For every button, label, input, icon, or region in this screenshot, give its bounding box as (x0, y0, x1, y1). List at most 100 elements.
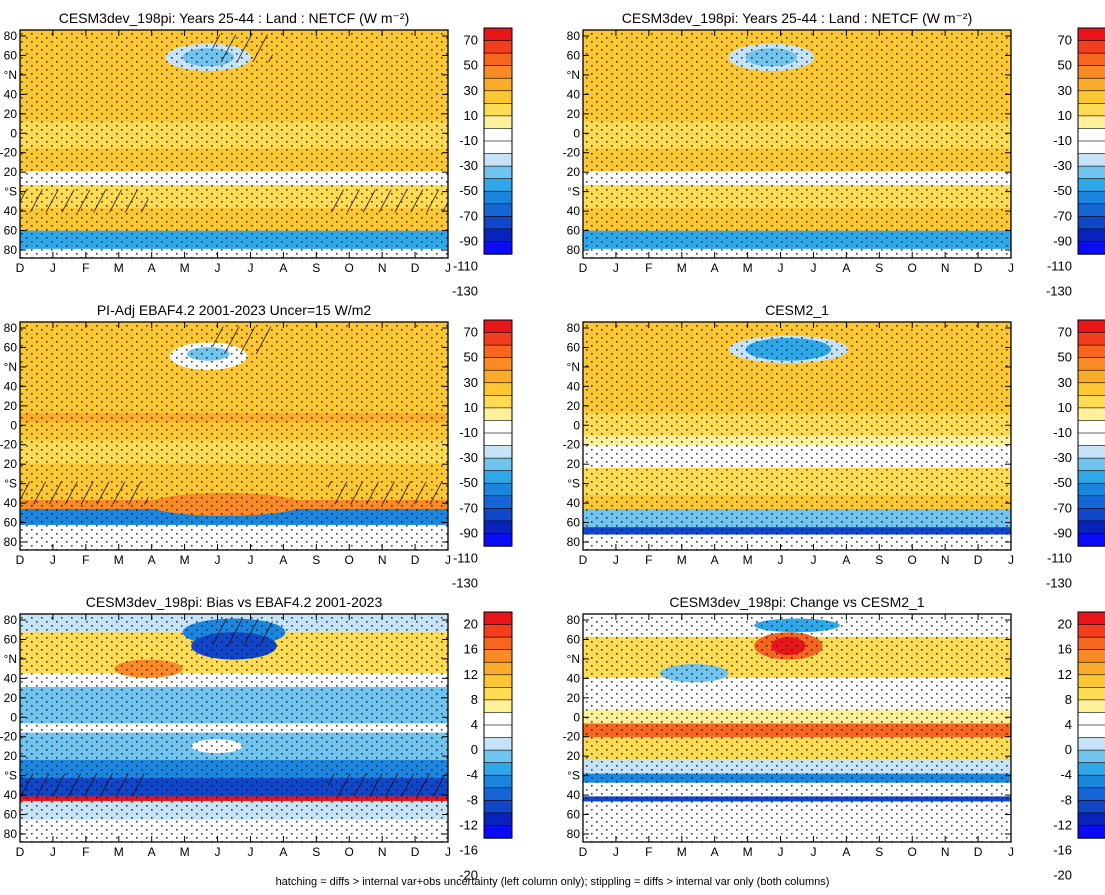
colorbar-label: 50 (464, 58, 478, 73)
x-tick-label: O (345, 845, 354, 859)
colorbar-swatch (1077, 687, 1105, 701)
y-tick-label: 60 (567, 48, 581, 62)
panel-title: CESM3dev_198pi: Change vs CESM2_1 (669, 594, 924, 610)
stippling-overlay (583, 30, 1011, 258)
colorbar-swatch (1077, 636, 1105, 651)
x-tick-label: A (842, 845, 850, 859)
colorbar-label: -70 (459, 500, 478, 515)
colorbar-frame (1077, 319, 1105, 547)
stippling-overlay (20, 30, 448, 258)
y-tick-label: 0 (573, 126, 580, 140)
colorbar-swatch (1077, 52, 1105, 67)
colorbar-swatch (483, 787, 513, 802)
colorbar-label: -50 (1053, 475, 1072, 490)
colorbar-swatch (483, 420, 513, 434)
colorbar-swatch (1077, 395, 1105, 409)
y-tick-label: 20 (567, 165, 581, 179)
map-panel-6: CESM3dev_198pi: Change vs CESM2_1 D J F M A M J… (563, 594, 1105, 883)
colorbar-swatch (483, 687, 513, 701)
colorbar-label: -16 (1053, 843, 1072, 858)
y-tick-label: 80 (4, 827, 18, 841)
y-tick-label: °N (567, 652, 580, 666)
colorbar-swatch (483, 457, 513, 472)
colorbar-swatch (483, 445, 513, 459)
x-tick-label: S (875, 261, 883, 275)
hatching-overlay (328, 481, 448, 505)
x-tick-label: M (677, 553, 687, 567)
colorbar-label: -10 (459, 133, 478, 148)
colorbar-swatch (1077, 611, 1105, 626)
x-tick-label: N (378, 553, 387, 567)
plot-frame (19, 29, 449, 259)
colorbar-label: -110 (1047, 259, 1072, 274)
y-tick-label: 80 (567, 29, 581, 43)
colorbar-swatch (1077, 812, 1105, 827)
colorbar-swatch (483, 90, 513, 105)
colorbar-frame (1077, 27, 1105, 255)
x-tick-label: A (711, 845, 719, 859)
colorbar: 70 50 30 10 -10 -30 -50 -70 -90 -110 -130 (1046, 319, 1105, 591)
y-tick-label: 80 (567, 321, 581, 335)
y-tick-label: -20 (563, 146, 581, 160)
colorbar-label: 8 (1065, 692, 1072, 707)
x-tick-label: M (677, 261, 687, 275)
colorbar-swatch (483, 508, 513, 522)
x-tick-label: D (411, 553, 420, 567)
y-tick-label: 60 (4, 808, 18, 822)
x-tick-label: D (411, 261, 420, 275)
colorbar-frame (483, 611, 513, 839)
colorbar-swatch (1077, 457, 1105, 472)
colorbar-swatch (483, 228, 513, 243)
y-tick-label: 80 (4, 29, 18, 43)
stippling-overlay (20, 322, 448, 550)
x-tick-label: F (82, 553, 89, 567)
colorbar-swatch (1077, 661, 1105, 676)
colorbar-swatch (483, 203, 513, 218)
x-tick-label: D (579, 261, 588, 275)
y-tick-label: 20 (567, 399, 581, 413)
map-panel-4: CESM2_1 D J F M A M J J A S O N D J 80 60 °N 40 20 0 -20 20 °S 4… (563, 302, 1105, 591)
colorbar-swatch (483, 520, 513, 535)
colorbar-swatch (1077, 699, 1105, 714)
hatching-overlay (212, 618, 273, 646)
x-tick-label: F (645, 261, 652, 275)
y-tick-label: 60 (567, 340, 581, 354)
colorbar-swatch (1077, 533, 1105, 547)
x-tick-label: M (180, 845, 190, 859)
y-tick-label: 40 (567, 788, 581, 802)
colorbar-swatch (1077, 445, 1105, 459)
colorbar-swatch (1077, 749, 1105, 764)
x-tick-label: J (1008, 845, 1014, 859)
y-tick-label: 0 (573, 710, 580, 724)
colorbar-label: -130 (1046, 576, 1072, 591)
x-tick-label: J (445, 553, 451, 567)
colorbar-swatch (483, 674, 513, 689)
colorbar-swatch (483, 27, 513, 42)
y-tick-label: 20 (567, 749, 581, 763)
colorbar-label: -130 (452, 284, 478, 299)
colorbar-swatch (1077, 140, 1105, 155)
colorbar-swatch (483, 52, 513, 67)
colorbar-label: -12 (1053, 817, 1072, 832)
y-tick-label: 40 (567, 379, 581, 393)
stippling-overlay (583, 322, 1011, 550)
colorbar-swatch (483, 165, 513, 180)
x-tick-label: J (50, 845, 56, 859)
x-tick-label: S (312, 553, 320, 567)
colorbar-label: -30 (1053, 450, 1072, 465)
colorbar-swatch (1077, 407, 1105, 422)
colorbar-label: 10 (464, 400, 478, 415)
colorbar-swatch (1077, 190, 1105, 205)
y-tick-label: 40 (4, 87, 18, 101)
panel-title: PI-Adj EBAF4.2 2001-2023 Uncer=15 W/m2 (97, 302, 372, 318)
colorbar-frame (483, 319, 513, 547)
colorbar-swatch (1077, 115, 1105, 130)
colorbar-swatch (483, 128, 513, 142)
y-tick-label: 60 (567, 516, 581, 530)
panel-title: CESM3dev_198pi: Years 25-44 : Land : NET… (622, 10, 973, 26)
colorbar-swatch (1077, 203, 1105, 218)
y-tick-label: 0 (10, 126, 17, 140)
colorbar-swatch (483, 724, 513, 739)
colorbar-swatch (483, 470, 513, 484)
y-tick-label: 40 (567, 204, 581, 218)
